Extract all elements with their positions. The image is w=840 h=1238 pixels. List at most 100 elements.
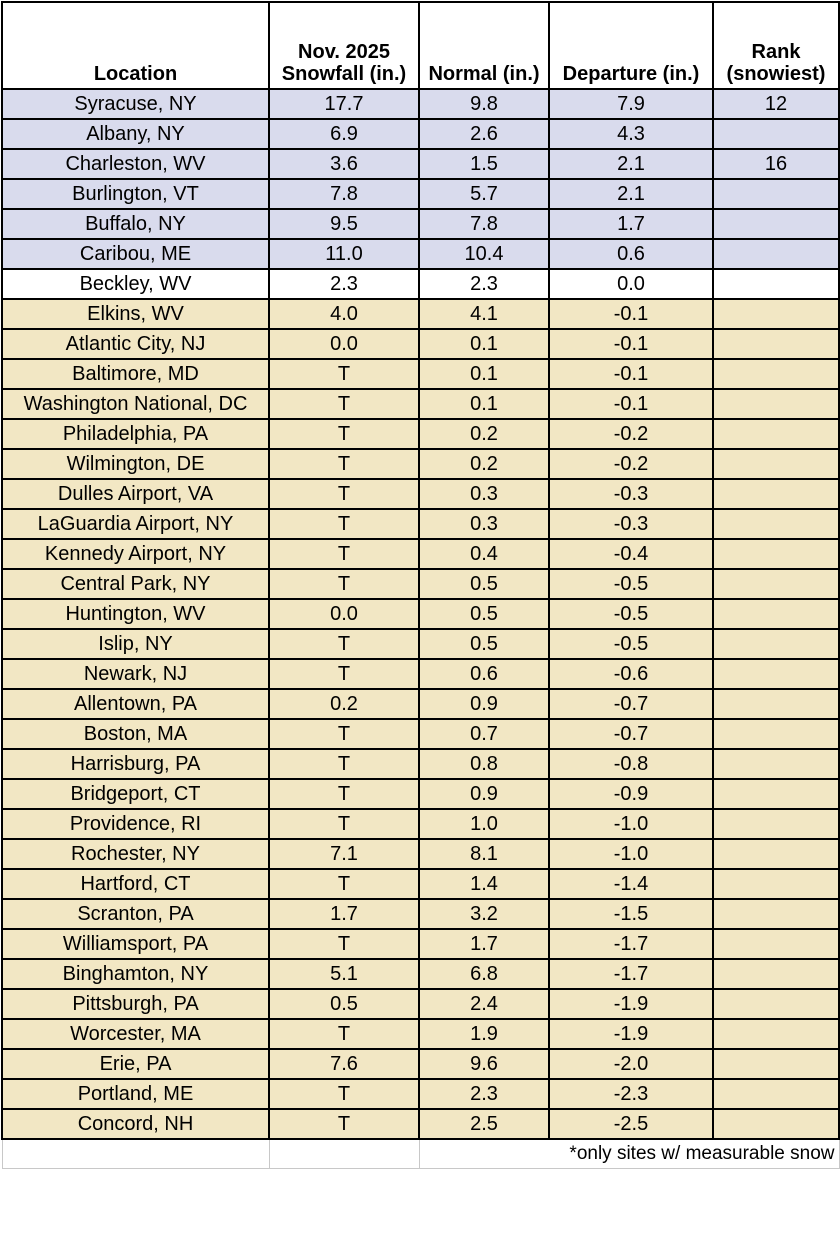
cell-normal: 0.2 xyxy=(418,418,550,450)
cell-normal: 0.5 xyxy=(418,598,550,630)
cell-rank xyxy=(712,868,840,900)
cell-rank: 12 xyxy=(712,88,840,120)
cell-rank xyxy=(712,1078,840,1110)
cell-rank xyxy=(712,628,840,660)
cell-rank xyxy=(712,838,840,870)
cell-snowfall: 7.6 xyxy=(268,1048,420,1080)
cell-departure: -0.7 xyxy=(548,718,714,750)
cell-rank xyxy=(712,748,840,780)
table-row: Rochester, NY 7.1 8.1 -1.0 xyxy=(1,838,840,870)
cell-departure: 7.9 xyxy=(548,88,714,120)
cell-departure: -1.7 xyxy=(548,928,714,960)
cell-rank xyxy=(712,718,840,750)
cell-departure: 1.7 xyxy=(548,208,714,240)
table-row: Beckley, WV 2.3 2.3 0.0 xyxy=(1,268,840,300)
cell-location: Hartford, CT xyxy=(1,868,270,900)
cell-departure: 0.6 xyxy=(548,238,714,270)
table-row: Burlington, VT 7.8 5.7 2.1 xyxy=(1,178,840,210)
table-row: Elkins, WV 4.0 4.1 -0.1 xyxy=(1,298,840,330)
cell-rank xyxy=(712,178,840,210)
cell-location: Beckley, WV xyxy=(1,268,270,300)
cell-departure: -0.1 xyxy=(548,328,714,360)
cell-rank xyxy=(712,238,840,270)
cell-snowfall: 0.0 xyxy=(268,328,420,360)
cell-snowfall: T xyxy=(268,568,420,600)
cell-departure: 2.1 xyxy=(548,148,714,180)
cell-location: Binghamton, NY xyxy=(1,958,270,990)
table-row: Atlantic City, NJ 0.0 0.1 -0.1 xyxy=(1,328,840,360)
cell-snowfall: 2.3 xyxy=(268,268,420,300)
table-row: Islip, NY T 0.5 -0.5 xyxy=(1,628,840,660)
cell-departure: -1.0 xyxy=(548,838,714,870)
cell-location: Dulles Airport, VA xyxy=(1,478,270,510)
cell-location: LaGuardia Airport, NY xyxy=(1,508,270,540)
footnote-row: *only sites w/ measurable snow xyxy=(1,1138,840,1169)
cell-rank xyxy=(712,508,840,540)
cell-location: Syracuse, NY xyxy=(1,88,270,120)
cell-snowfall: 6.9 xyxy=(268,118,420,150)
table-row: Baltimore, MD T 0.1 -0.1 xyxy=(1,358,840,390)
cell-rank xyxy=(712,418,840,450)
cell-departure: -2.3 xyxy=(548,1078,714,1110)
cell-snowfall: T xyxy=(268,418,420,450)
cell-rank xyxy=(712,298,840,330)
cell-snowfall: T xyxy=(268,628,420,660)
table-row: Washington National, DC T 0.1 -0.1 xyxy=(1,388,840,420)
cell-rank xyxy=(712,538,840,570)
cell-snowfall: T xyxy=(268,718,420,750)
cell-rank xyxy=(712,208,840,240)
cell-normal: 3.2 xyxy=(418,898,550,930)
cell-normal: 10.4 xyxy=(418,238,550,270)
cell-snowfall: 9.5 xyxy=(268,208,420,240)
table-row: Bridgeport, CT T 0.9 -0.9 xyxy=(1,778,840,810)
cell-departure: -0.3 xyxy=(548,508,714,540)
header-departure: Departure (in.) xyxy=(548,1,714,90)
cell-normal: 0.1 xyxy=(418,328,550,360)
cell-location: Providence, RI xyxy=(1,808,270,840)
cell-snowfall: T xyxy=(268,358,420,390)
table-row: Hartford, CT T 1.4 -1.4 xyxy=(1,868,840,900)
cell-normal: 1.4 xyxy=(418,868,550,900)
table-row: LaGuardia Airport, NY T 0.3 -0.3 xyxy=(1,508,840,540)
cell-normal: 5.7 xyxy=(418,178,550,210)
cell-snowfall: T xyxy=(268,478,420,510)
cell-location: Central Park, NY xyxy=(1,568,270,600)
cell-location: Washington National, DC xyxy=(1,388,270,420)
footnote-empty-cell xyxy=(1,1138,270,1169)
cell-normal: 1.9 xyxy=(418,1018,550,1050)
cell-normal: 8.1 xyxy=(418,838,550,870)
table-row: Harrisburg, PA T 0.8 -0.8 xyxy=(1,748,840,780)
cell-normal: 0.1 xyxy=(418,388,550,420)
cell-rank xyxy=(712,118,840,150)
cell-normal: 2.4 xyxy=(418,988,550,1020)
cell-snowfall: 4.0 xyxy=(268,298,420,330)
cell-departure: -0.6 xyxy=(548,658,714,690)
cell-departure: -2.0 xyxy=(548,1048,714,1080)
cell-snowfall: T xyxy=(268,1108,420,1140)
cell-normal: 9.6 xyxy=(418,1048,550,1080)
cell-departure: 2.1 xyxy=(548,178,714,210)
table-row: Erie, PA 7.6 9.6 -2.0 xyxy=(1,1048,840,1080)
cell-location: Albany, NY xyxy=(1,118,270,150)
cell-rank xyxy=(712,268,840,300)
cell-location: Huntington, WV xyxy=(1,598,270,630)
cell-departure: 0.0 xyxy=(548,268,714,300)
cell-normal: 0.3 xyxy=(418,478,550,510)
cell-normal: 2.6 xyxy=(418,118,550,150)
cell-snowfall: 1.7 xyxy=(268,898,420,930)
cell-snowfall: 3.6 xyxy=(268,148,420,180)
cell-snowfall: T xyxy=(268,748,420,780)
cell-normal: 4.1 xyxy=(418,298,550,330)
cell-snowfall: T xyxy=(268,868,420,900)
cell-normal: 0.6 xyxy=(418,658,550,690)
cell-rank xyxy=(712,688,840,720)
cell-snowfall: T xyxy=(268,448,420,480)
cell-rank xyxy=(712,568,840,600)
cell-location: Scranton, PA xyxy=(1,898,270,930)
cell-rank xyxy=(712,958,840,990)
cell-normal: 0.5 xyxy=(418,568,550,600)
cell-departure: -0.5 xyxy=(548,598,714,630)
table-row: Allentown, PA 0.2 0.9 -0.7 xyxy=(1,688,840,720)
cell-location: Erie, PA xyxy=(1,1048,270,1080)
cell-snowfall: 0.5 xyxy=(268,988,420,1020)
